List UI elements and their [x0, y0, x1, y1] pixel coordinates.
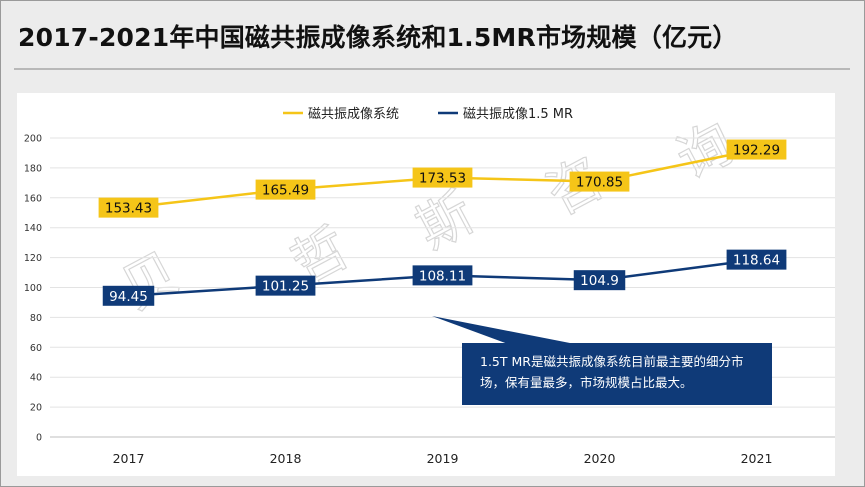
data-label: 104.9 [580, 273, 619, 289]
chart-legend: 磁共振成像系统 磁共振成像1.5 MR [283, 107, 573, 122]
y-tick-label: 60 [30, 343, 42, 354]
data-label: 118.64 [733, 253, 780, 269]
data-label: 192.29 [733, 143, 780, 159]
y-tick-label: 120 [24, 253, 42, 264]
y-tick-label: 160 [24, 193, 42, 204]
data-label-box [255, 275, 316, 296]
data-label-box [102, 285, 155, 306]
data-label: 108.11 [419, 268, 466, 284]
x-axis: 2017 2018 2019 2020 2021 [113, 451, 773, 466]
data-label: 94.45 [109, 289, 148, 305]
data-label: 173.53 [419, 171, 466, 187]
data-label-box [255, 179, 316, 200]
y-tick-label: 140 [24, 223, 42, 234]
data-label-box [573, 270, 626, 291]
data-label-box [98, 197, 159, 218]
y-tick-label: 200 [24, 134, 42, 145]
x-tick-label: 2020 [584, 451, 616, 466]
data-label-box [726, 249, 787, 270]
data-label-box [569, 171, 630, 192]
legend-label: 磁共振成像1.5 MR [463, 107, 573, 122]
x-tick-label: 2019 [427, 451, 459, 466]
data-label-box [412, 167, 473, 188]
data-label: 170.85 [576, 175, 623, 191]
page-title: 2017-2021年中国磁共振成像系统和1.5MR市场规模（亿元） [18, 23, 738, 52]
y-tick-label: 180 [24, 163, 42, 174]
chart-series: 153.43 165.49 173.53 170.85 192.29 94.45 101.2… [98, 139, 787, 344]
y-tick-label: 20 [30, 403, 42, 414]
x-tick-label: 2017 [113, 451, 145, 466]
y-tick-label: 0 [36, 433, 42, 444]
callout-box: 1.5T MR是磁共振成像系统目前最主要的细分市场，保有量最多，市场规模占比最大… [462, 343, 772, 405]
y-tick-label: 100 [24, 283, 42, 294]
data-label: 101.25 [262, 279, 309, 295]
y-axis: 0 20 40 60 80 100 120 140 160 180 200 [24, 134, 42, 444]
title-divider [14, 68, 850, 70]
data-label: 153.43 [105, 201, 152, 217]
legend-label: 磁共振成像系统 [308, 107, 399, 122]
data-label-box [412, 265, 473, 286]
watermark-char: 斯 [407, 181, 484, 262]
y-tick-label: 40 [30, 373, 42, 384]
x-tick-label: 2018 [270, 451, 302, 466]
x-tick-label: 2021 [741, 451, 773, 466]
y-tick-label: 80 [30, 313, 42, 324]
data-label-box [726, 139, 787, 160]
watermark-char: 贝 [112, 241, 189, 322]
callout-text: 1.5T MR是磁共振成像系统目前最主要的细分市场，保有量最多，市场规模占比最大… [480, 354, 744, 390]
data-label: 165.49 [262, 183, 309, 199]
callout-pointer [432, 316, 575, 344]
